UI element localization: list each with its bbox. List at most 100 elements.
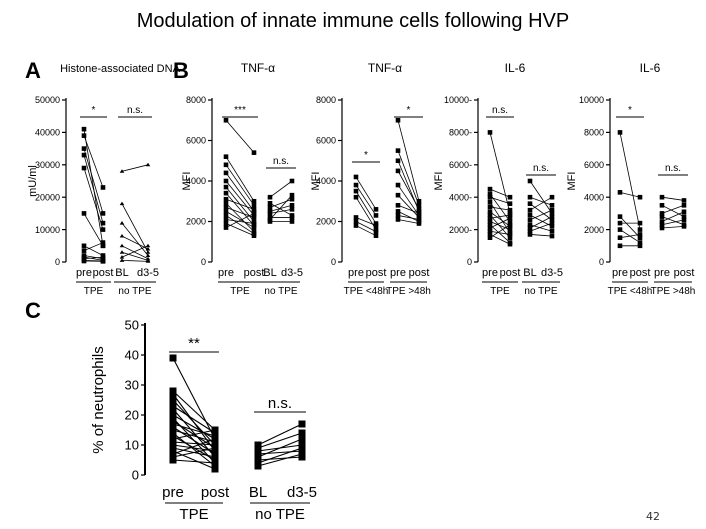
tnf2-pair-line [397,204,420,214]
tnf1-ytick-label: 6000 [186,136,206,146]
il6a-point [507,227,513,232]
neut-pair-line [172,450,216,470]
histone-point [119,243,125,248]
neut-pair-line [172,390,216,431]
tnf1-point [223,184,229,190]
neut-ytick-label: 40 [125,348,139,363]
neut-point [298,435,306,443]
tnf2-point [353,215,359,220]
tnf2-ytick-label: 0 [331,257,336,267]
tnf2-point [395,117,401,123]
tnf1-pair-line [225,215,255,234]
il6a-point [487,219,493,224]
il6a-point [549,217,555,223]
histone-point [145,250,151,254]
il6a-point [487,204,493,210]
il6a-point [487,194,493,200]
il6b-pair-line [661,211,685,222]
il6a-point [549,214,555,219]
tnf2-pair-line [397,194,420,218]
neut-x-label: BL [249,484,267,501]
neut-point [169,354,177,362]
il6a-point [527,232,533,237]
tnf2-pair-line [397,219,420,224]
tnf1-group-label: no TPE [264,286,297,297]
tnf1-point [223,170,229,176]
histone-ylabel: mU/ml [27,165,39,197]
histone-point [145,162,151,167]
il6a-pair-line [489,214,511,219]
tnf1-pair-line [269,194,293,220]
tnf1-title: TNF-α [241,61,275,75]
tnf1-pair-line [269,180,293,198]
neut-point [169,390,177,398]
histone-point [119,258,125,262]
il6a-point [487,215,493,221]
tnf1-pair-line [225,213,255,228]
histone-significance-label: n.s. [127,105,143,116]
tnf1-point [223,196,229,202]
tnf2-point [353,223,359,228]
il6a-point [487,199,493,205]
il6b-point [659,214,665,219]
tnf2-point [416,221,422,226]
il6a-point [487,191,493,197]
tnf2-point [395,192,401,198]
histone-point [81,211,87,216]
histone-point [145,243,151,248]
tnf2-point [395,213,401,218]
tnf1-pair-line [269,198,293,208]
il6a-point [487,212,493,218]
tnf2-point [373,213,379,218]
tnf2-point [416,217,422,222]
tnf2-ylabel: MFI [310,172,322,191]
tnf1-pair-line [225,119,255,153]
tnf1-point [223,209,229,214]
tnf1-point [223,117,229,123]
tnf1-point [223,178,229,184]
tnf1-pair-line [225,164,255,206]
il6b-pair-line [661,196,685,201]
il6b-ytick-label: 2000 [584,225,604,235]
il6a-point [527,228,533,234]
histone-point [145,253,151,257]
tnf1-pair-line [225,202,255,232]
tnf2-point [353,219,359,224]
tnf2-point [395,203,401,208]
tnf2-point [416,211,422,216]
il6b-pair-line [619,216,641,238]
tnf1-point [251,233,257,238]
neut-point [211,435,219,443]
il6a-point [507,194,513,200]
il6a-ylabel: MFI [433,172,445,191]
histone-point [119,201,125,206]
il6a-x-label: pre [482,267,498,279]
panel-label-a: A [25,58,41,83]
neut-point [298,429,306,437]
il6a-pair-line [489,206,511,211]
histone-point [81,248,87,253]
tnf2-x-label: pre [390,267,406,279]
histone-point [100,243,106,249]
tnf2-point [395,182,401,188]
histone-pair-line [83,256,104,261]
tnf1-pair-line [269,204,293,212]
neut-group-label: no TPE [255,506,305,523]
tnf2-significance-label: * [407,105,411,116]
tnf1-pair-line [225,180,255,216]
neut-pair-line [172,438,216,455]
tnf1-point [289,196,295,202]
il6b-pair-line [661,225,685,229]
neut-pair-line [257,423,303,446]
il6b-point [659,219,665,224]
histone-point [81,165,87,171]
histone-pair-line [83,245,104,256]
tnf2-point [416,198,422,204]
tnf1-pair-line [269,208,293,214]
histone-pair-line [121,245,149,258]
tnf2-point [416,207,422,212]
histone-pair-line [83,255,104,260]
il6b-point [659,225,665,231]
tnf2-group-label: TPE >48h [386,286,431,297]
neut-pair-line [172,399,216,446]
